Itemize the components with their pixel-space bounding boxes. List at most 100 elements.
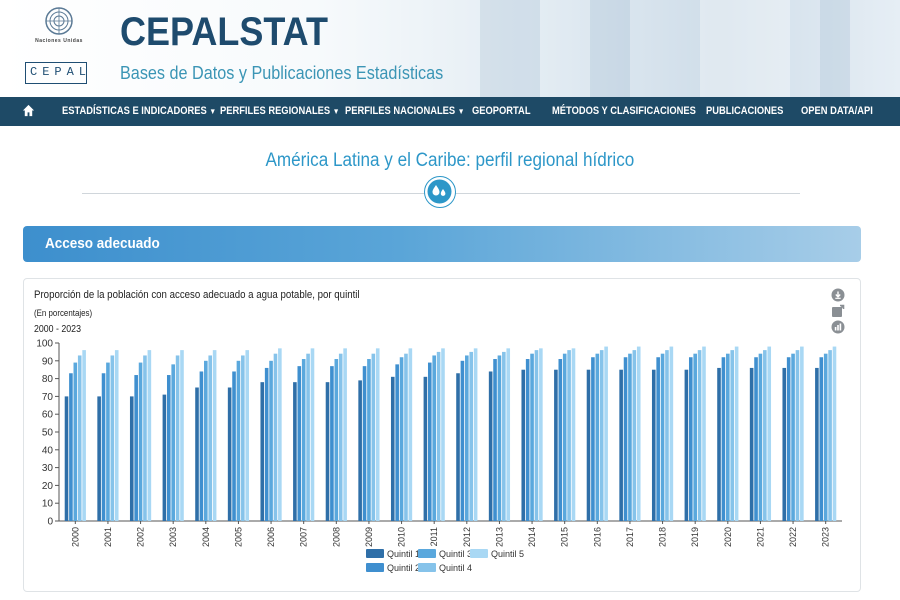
bar[interactable] bbox=[175, 355, 180, 521]
bar[interactable] bbox=[269, 360, 273, 521]
bar[interactable] bbox=[106, 362, 110, 521]
bar[interactable] bbox=[530, 353, 534, 521]
bar[interactable] bbox=[525, 359, 530, 521]
nav-item-estadisticas[interactable]: ESTADÍSTICAS E INDICADORES ▼ bbox=[62, 105, 217, 117]
legend-swatch[interactable] bbox=[366, 549, 384, 558]
un-logo[interactable]: Naciones Unidas bbox=[33, 6, 85, 44]
bar[interactable] bbox=[404, 353, 408, 521]
bar[interactable] bbox=[427, 362, 432, 521]
bar[interactable] bbox=[758, 353, 763, 521]
bar[interactable] bbox=[586, 369, 591, 521]
nav-item-geoportal[interactable]: GEOPORTAL bbox=[472, 105, 531, 117]
bar[interactable] bbox=[73, 362, 78, 521]
bar[interactable] bbox=[162, 394, 167, 521]
bar[interactable] bbox=[782, 367, 787, 521]
bar[interactable] bbox=[665, 350, 669, 521]
bar[interactable] bbox=[660, 353, 665, 521]
bar[interactable] bbox=[134, 375, 138, 521]
section-header[interactable]: Acceso adecuado bbox=[23, 226, 861, 262]
bar[interactable] bbox=[488, 371, 493, 521]
bar[interactable] bbox=[371, 353, 376, 521]
bar[interactable] bbox=[693, 353, 697, 521]
bar[interactable] bbox=[441, 348, 445, 521]
legend-label[interactable]: Quintil 4 bbox=[439, 563, 472, 573]
nav-item-publicaciones[interactable]: PUBLICACIONES bbox=[706, 105, 784, 117]
bar[interactable] bbox=[730, 350, 735, 521]
bar[interactable] bbox=[619, 369, 623, 521]
bar[interactable] bbox=[273, 353, 278, 521]
share-icon[interactable] bbox=[831, 304, 845, 318]
bar[interactable] bbox=[554, 369, 558, 521]
bar[interactable] bbox=[325, 382, 330, 521]
bar[interactable] bbox=[212, 350, 217, 521]
bar[interactable] bbox=[749, 367, 754, 521]
bar[interactable] bbox=[110, 355, 115, 521]
bar[interactable] bbox=[147, 350, 152, 521]
bar[interactable] bbox=[832, 346, 837, 521]
bar[interactable] bbox=[571, 348, 576, 521]
bar[interactable] bbox=[241, 355, 245, 521]
bar[interactable] bbox=[195, 387, 199, 522]
bar[interactable] bbox=[815, 367, 819, 521]
bar[interactable] bbox=[604, 346, 608, 521]
bar[interactable] bbox=[534, 350, 539, 521]
bar[interactable] bbox=[204, 360, 208, 521]
bar[interactable] bbox=[338, 353, 343, 521]
legend-swatch[interactable] bbox=[418, 563, 436, 572]
bar[interactable] bbox=[180, 350, 184, 521]
bar[interactable] bbox=[236, 360, 241, 521]
bar[interactable] bbox=[310, 348, 315, 521]
download-icon[interactable] bbox=[831, 288, 845, 302]
bar[interactable] bbox=[717, 367, 721, 521]
bar[interactable] bbox=[399, 357, 404, 521]
bar[interactable] bbox=[632, 350, 637, 521]
bar[interactable] bbox=[77, 355, 82, 521]
bar[interactable] bbox=[97, 396, 101, 521]
bar[interactable] bbox=[465, 355, 469, 521]
bar[interactable] bbox=[828, 350, 832, 521]
bar[interactable] bbox=[208, 355, 213, 521]
bar[interactable] bbox=[199, 371, 204, 521]
bar[interactable] bbox=[330, 366, 334, 521]
bar[interactable] bbox=[786, 357, 791, 521]
home-icon[interactable] bbox=[22, 104, 35, 117]
bar[interactable] bbox=[362, 366, 367, 521]
bar[interactable] bbox=[795, 350, 800, 521]
nav-item-perfiles-nacionales[interactable]: PERFILES NACIONALES ▼ bbox=[345, 105, 465, 117]
bar[interactable] bbox=[301, 359, 306, 521]
bar[interactable] bbox=[567, 350, 571, 521]
bar[interactable] bbox=[343, 348, 347, 521]
bar-chart-icon[interactable] bbox=[831, 320, 845, 334]
bar[interactable] bbox=[166, 375, 171, 521]
bar[interactable] bbox=[636, 346, 641, 521]
bar[interactable] bbox=[697, 350, 702, 521]
bar[interactable] bbox=[754, 357, 758, 521]
bar[interactable] bbox=[767, 346, 772, 521]
bar[interactable] bbox=[390, 376, 395, 521]
legend-label[interactable]: Quintil 2 bbox=[387, 563, 420, 573]
bar[interactable] bbox=[823, 353, 828, 521]
bar[interactable] bbox=[688, 357, 693, 521]
bar[interactable] bbox=[432, 355, 436, 521]
bar[interactable] bbox=[558, 359, 563, 521]
bar[interactable] bbox=[232, 371, 236, 521]
nav-item-perfiles-regionales[interactable]: PERFILES REGIONALES ▼ bbox=[220, 105, 340, 117]
legend-label[interactable]: Quintil 5 bbox=[491, 549, 524, 559]
bar[interactable] bbox=[171, 364, 175, 521]
bar[interactable] bbox=[260, 382, 265, 521]
bar[interactable] bbox=[595, 353, 600, 521]
bar[interactable] bbox=[264, 367, 269, 521]
bar[interactable] bbox=[562, 353, 567, 521]
bar[interactable] bbox=[456, 373, 460, 521]
bar[interactable] bbox=[521, 369, 526, 521]
bar[interactable] bbox=[497, 355, 502, 521]
bar[interactable] bbox=[763, 350, 767, 521]
app-title[interactable]: CEPALSTAT bbox=[120, 10, 328, 54]
legend-swatch[interactable] bbox=[418, 549, 436, 558]
bar[interactable] bbox=[436, 351, 441, 521]
legend-label[interactable]: Quintil 1 bbox=[387, 549, 420, 559]
bar[interactable] bbox=[656, 357, 660, 521]
bar[interactable] bbox=[726, 353, 730, 521]
nav-item-open-data[interactable]: OPEN DATA/API bbox=[801, 105, 873, 117]
legend-swatch[interactable] bbox=[470, 549, 488, 558]
